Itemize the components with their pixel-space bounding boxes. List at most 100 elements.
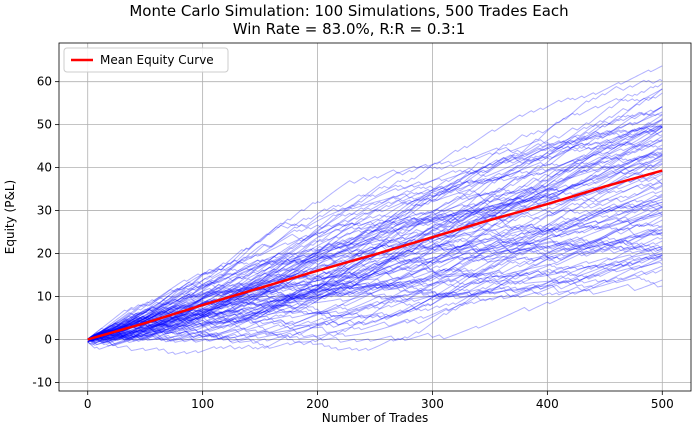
legend-label: Mean Equity Curve — [100, 53, 214, 67]
y-tick-label: 20 — [37, 247, 52, 261]
simulation-path — [87, 130, 663, 340]
simulation-path — [87, 111, 663, 340]
simulation-path — [87, 155, 663, 340]
simulation-path — [87, 126, 663, 342]
simulation-path — [87, 154, 663, 343]
simulation-path — [87, 270, 663, 342]
simulation-path — [87, 83, 663, 342]
simulation-path — [87, 126, 663, 340]
simulation-path — [87, 123, 663, 343]
simulation-path — [87, 279, 663, 355]
x-tick-label: 400 — [536, 397, 559, 411]
simulation-path — [87, 152, 663, 340]
simulation-path — [87, 240, 663, 340]
simulation-path — [87, 119, 663, 340]
simulation-path — [87, 236, 663, 340]
simulation-path — [87, 203, 663, 340]
simulation-path — [87, 196, 663, 340]
simulation-path — [87, 245, 663, 342]
simulation-path — [87, 143, 663, 342]
simulation-path — [87, 198, 663, 340]
simulation-path — [87, 151, 663, 343]
simulation-path — [87, 228, 663, 347]
simulation-path — [87, 194, 663, 340]
plot-frame — [58, 42, 692, 392]
simulation-path — [87, 204, 663, 341]
simulation-path — [87, 92, 663, 340]
x-tick-label: 100 — [191, 397, 214, 411]
chart-title: Monte Carlo Simulation: 100 Simulations,… — [129, 2, 569, 20]
simulation-path — [87, 154, 663, 343]
simulation-path — [87, 114, 663, 340]
simulation-path — [87, 175, 663, 342]
simulation-path — [87, 88, 663, 340]
simulation-path — [87, 269, 663, 349]
simulation-path — [87, 215, 663, 340]
simulation-path — [87, 154, 663, 340]
simulation-path — [87, 129, 663, 340]
simulation-path — [87, 130, 663, 340]
simulation-path — [87, 247, 663, 341]
simulation-path — [87, 184, 663, 340]
simulation-path — [87, 214, 663, 346]
simulation-path — [87, 106, 663, 340]
simulation-path — [87, 151, 663, 345]
simulation-path — [87, 254, 663, 342]
simulation-path — [87, 205, 663, 340]
simulation-path — [87, 158, 663, 340]
simulation-path — [87, 65, 663, 340]
simulation-path — [87, 256, 663, 342]
simulation-path — [87, 193, 663, 340]
y-tick-label: 50 — [37, 118, 52, 132]
simulation-path — [87, 217, 663, 340]
simulation-path — [87, 232, 663, 340]
simulation-path — [87, 257, 663, 342]
simulation-path — [87, 228, 663, 342]
simulation-path — [87, 261, 663, 347]
simulation-path — [87, 259, 663, 352]
simulation-path — [87, 78, 663, 340]
simulation-path — [87, 138, 663, 345]
simulation-path — [87, 253, 663, 340]
simulation-path — [87, 200, 663, 343]
x-tick-label: 500 — [651, 397, 674, 411]
simulation-path — [87, 254, 663, 340]
y-tick-label: 30 — [37, 204, 52, 218]
legend: Mean Equity Curve — [63, 47, 229, 73]
simulation-path — [87, 88, 663, 340]
chart-subtitle: Win Rate = 83.0%, R:R = 0.3:1 — [232, 20, 466, 38]
simulation-path — [87, 240, 663, 350]
simulation-path — [87, 225, 663, 340]
simulation-path — [87, 159, 663, 342]
y-tick-label: -10 — [32, 375, 52, 389]
y-tick-label: 10 — [37, 289, 52, 303]
simulation-path — [87, 230, 663, 340]
x-tick-label: 0 — [84, 397, 92, 411]
simulation-path — [87, 162, 663, 340]
simulation-path — [87, 124, 663, 340]
legend-box — [63, 47, 229, 73]
y-tick-label: 40 — [37, 161, 52, 175]
simulation-path — [87, 212, 663, 346]
simulation-path — [87, 171, 663, 340]
simulation-path — [87, 106, 663, 340]
simulation-path — [87, 265, 663, 343]
simulation-path — [87, 201, 663, 340]
simulation-paths — [87, 65, 663, 355]
simulation-path — [87, 178, 663, 343]
simulation-path — [87, 125, 663, 343]
simulation-path — [87, 212, 663, 342]
simulation-path — [87, 160, 663, 340]
simulation-path — [87, 239, 663, 340]
simulation-path — [87, 210, 663, 346]
simulation-path — [87, 147, 663, 340]
x-axis-label: Number of Trades — [322, 411, 429, 425]
simulation-path — [87, 205, 663, 340]
simulation-path — [87, 254, 663, 340]
x-tick-label: 200 — [306, 397, 329, 411]
simulation-path — [87, 135, 663, 340]
simulation-path — [87, 119, 663, 340]
simulation-path — [87, 219, 663, 340]
y-tick-label: 0 — [44, 332, 52, 346]
